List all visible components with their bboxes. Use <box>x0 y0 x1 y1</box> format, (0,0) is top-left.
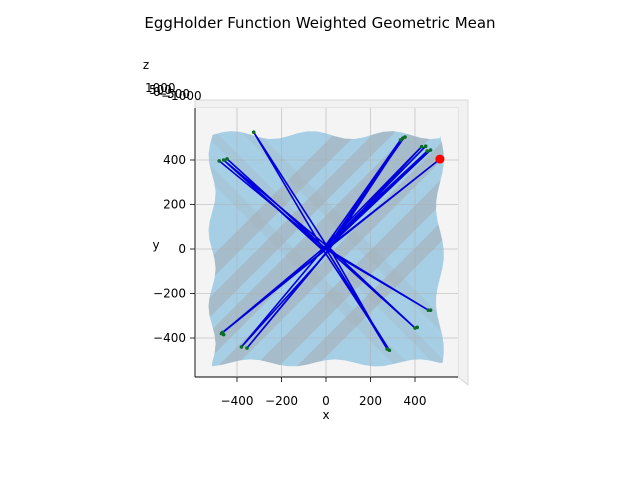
data-point <box>428 148 433 152</box>
z-tick-label: −500 <box>157 87 190 101</box>
x-tick-label: −400 <box>221 394 254 408</box>
y-tick-label: −200 <box>153 287 186 301</box>
data-point <box>217 159 221 163</box>
y-tick-label: 200 <box>163 198 186 212</box>
data-point <box>245 346 249 350</box>
data-point <box>239 345 244 349</box>
data-point <box>403 135 407 139</box>
data-point <box>221 158 226 162</box>
z-tick-label: 0 <box>153 85 161 99</box>
chart-title: EggHolder Function Weighted Geometric Me… <box>144 14 495 32</box>
best-point <box>435 154 445 164</box>
data-point <box>225 157 229 161</box>
data-point <box>428 308 433 312</box>
y-tick-label: 400 <box>163 153 186 167</box>
x-tick-label: −200 <box>265 394 298 408</box>
data-point <box>415 325 420 330</box>
data-point <box>425 149 430 153</box>
z-tick-label: 1000 <box>145 81 176 95</box>
z-tick-label: 500 <box>149 83 172 97</box>
data-point <box>221 332 226 337</box>
data-point <box>423 144 428 149</box>
sample-points <box>217 130 445 353</box>
y-tick-label: −400 <box>153 331 186 345</box>
y-tick-label: 0 <box>178 242 186 256</box>
x-tick-label: 0 <box>322 394 330 408</box>
data-point <box>419 144 424 149</box>
y-axis-label: y <box>152 238 159 252</box>
x-axis-label: x <box>322 408 329 422</box>
x-tick-label: 400 <box>404 394 427 408</box>
x-tick-label: 200 <box>359 394 382 408</box>
z-tick-label: −1000 <box>161 89 202 103</box>
axis-ticks: −400 −200 0 200 400 −400 −200 0 200 400 <box>153 153 426 408</box>
data-point <box>251 130 256 134</box>
data-point <box>387 348 392 353</box>
z-axis-label: z <box>143 58 149 72</box>
